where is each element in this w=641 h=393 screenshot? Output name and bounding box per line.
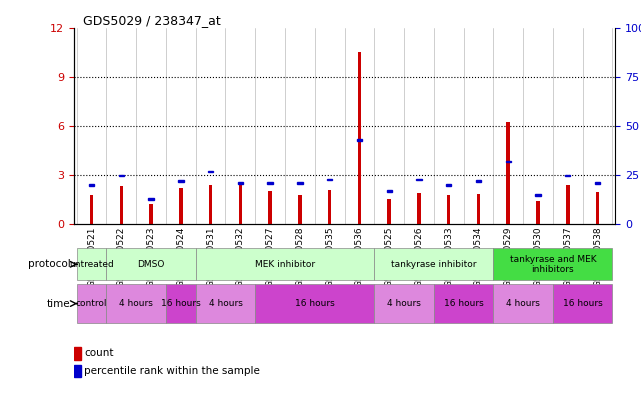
Bar [179,188,183,224]
Bar [328,189,331,224]
Bar [416,178,422,180]
Bar [358,52,361,224]
Bar [267,182,273,184]
Bar [74,365,81,377]
Text: tankyrase inhibitor: tankyrase inhibitor [391,260,476,269]
Bar [119,186,123,224]
Text: 4 hours: 4 hours [119,299,153,308]
Bar [77,248,106,280]
Bar [553,284,612,323]
Text: 16 hours: 16 hours [563,299,603,308]
Bar [196,248,374,280]
Bar [298,195,302,224]
Bar [74,347,81,360]
Bar [255,284,374,323]
Bar [106,248,196,280]
Bar [77,284,106,323]
Bar [149,204,153,224]
Bar [476,180,481,182]
Bar [374,284,434,323]
Text: tankyrase and MEK
inhibitors: tankyrase and MEK inhibitors [510,255,596,274]
Text: protocol: protocol [28,259,71,269]
Bar [565,174,570,176]
Bar [196,284,255,323]
Text: 4 hours: 4 hours [387,299,421,308]
Text: 16 hours: 16 hours [444,299,483,308]
Bar [494,248,612,280]
Bar [506,123,510,224]
Bar [434,284,494,323]
Bar [387,190,392,192]
Bar [417,193,420,224]
Text: count: count [85,348,114,358]
Bar [106,284,166,323]
Bar [494,284,553,323]
Text: untreated: untreated [69,260,114,269]
Bar [536,201,540,224]
Bar [327,178,332,180]
Bar [238,185,242,224]
Bar [595,192,599,224]
Bar [209,185,212,224]
Text: 16 hours: 16 hours [161,299,201,308]
Bar [208,171,213,172]
Bar [89,184,94,186]
Bar [566,185,569,224]
Text: DMSO: DMSO [137,260,165,269]
Bar [446,184,451,186]
Text: control: control [76,299,107,308]
Bar [357,139,362,141]
Text: percentile rank within the sample: percentile rank within the sample [85,366,260,376]
Text: GDS5029 / 238347_at: GDS5029 / 238347_at [83,14,221,27]
Bar [374,248,494,280]
Text: 4 hours: 4 hours [208,299,242,308]
Bar [387,199,391,224]
Bar [506,161,511,162]
Bar [166,284,196,323]
Bar [238,182,243,184]
Bar [297,182,303,184]
Bar [178,180,183,182]
Text: 4 hours: 4 hours [506,299,540,308]
Text: 16 hours: 16 hours [295,299,335,308]
Bar [447,195,451,224]
Bar [595,182,600,184]
Bar [535,194,540,196]
Bar [119,174,124,176]
Bar [90,195,94,224]
Bar [269,191,272,224]
Bar [477,194,480,224]
Text: MEK inhibitor: MEK inhibitor [255,260,315,269]
Text: time: time [47,299,71,309]
Bar [149,198,154,200]
